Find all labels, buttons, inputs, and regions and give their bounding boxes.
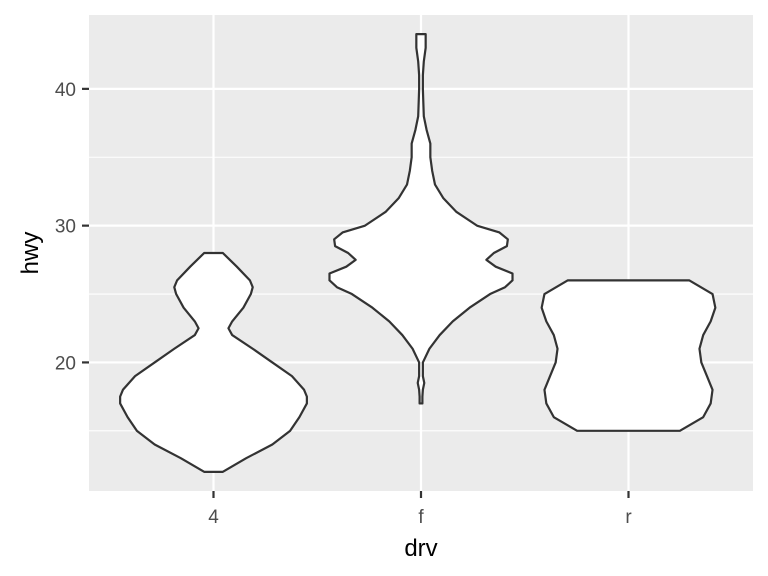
violin-r — [540, 279, 717, 432]
y-tick-label: 30 — [55, 217, 76, 238]
x-tick-label: f — [418, 507, 424, 528]
x-axis: 4 f r — [208, 491, 632, 528]
violin-4 — [119, 251, 308, 473]
y-tick-label: 20 — [55, 353, 76, 374]
y-tick-label: 40 — [55, 80, 76, 101]
x-tick-label: 4 — [208, 507, 219, 528]
x-axis-title: drv — [404, 535, 437, 562]
violin-f — [328, 33, 514, 405]
y-axis-title: hwy — [17, 232, 44, 275]
violins — [119, 33, 717, 473]
y-axis: 20 30 40 — [55, 80, 89, 374]
x-tick-label: r — [625, 507, 632, 528]
